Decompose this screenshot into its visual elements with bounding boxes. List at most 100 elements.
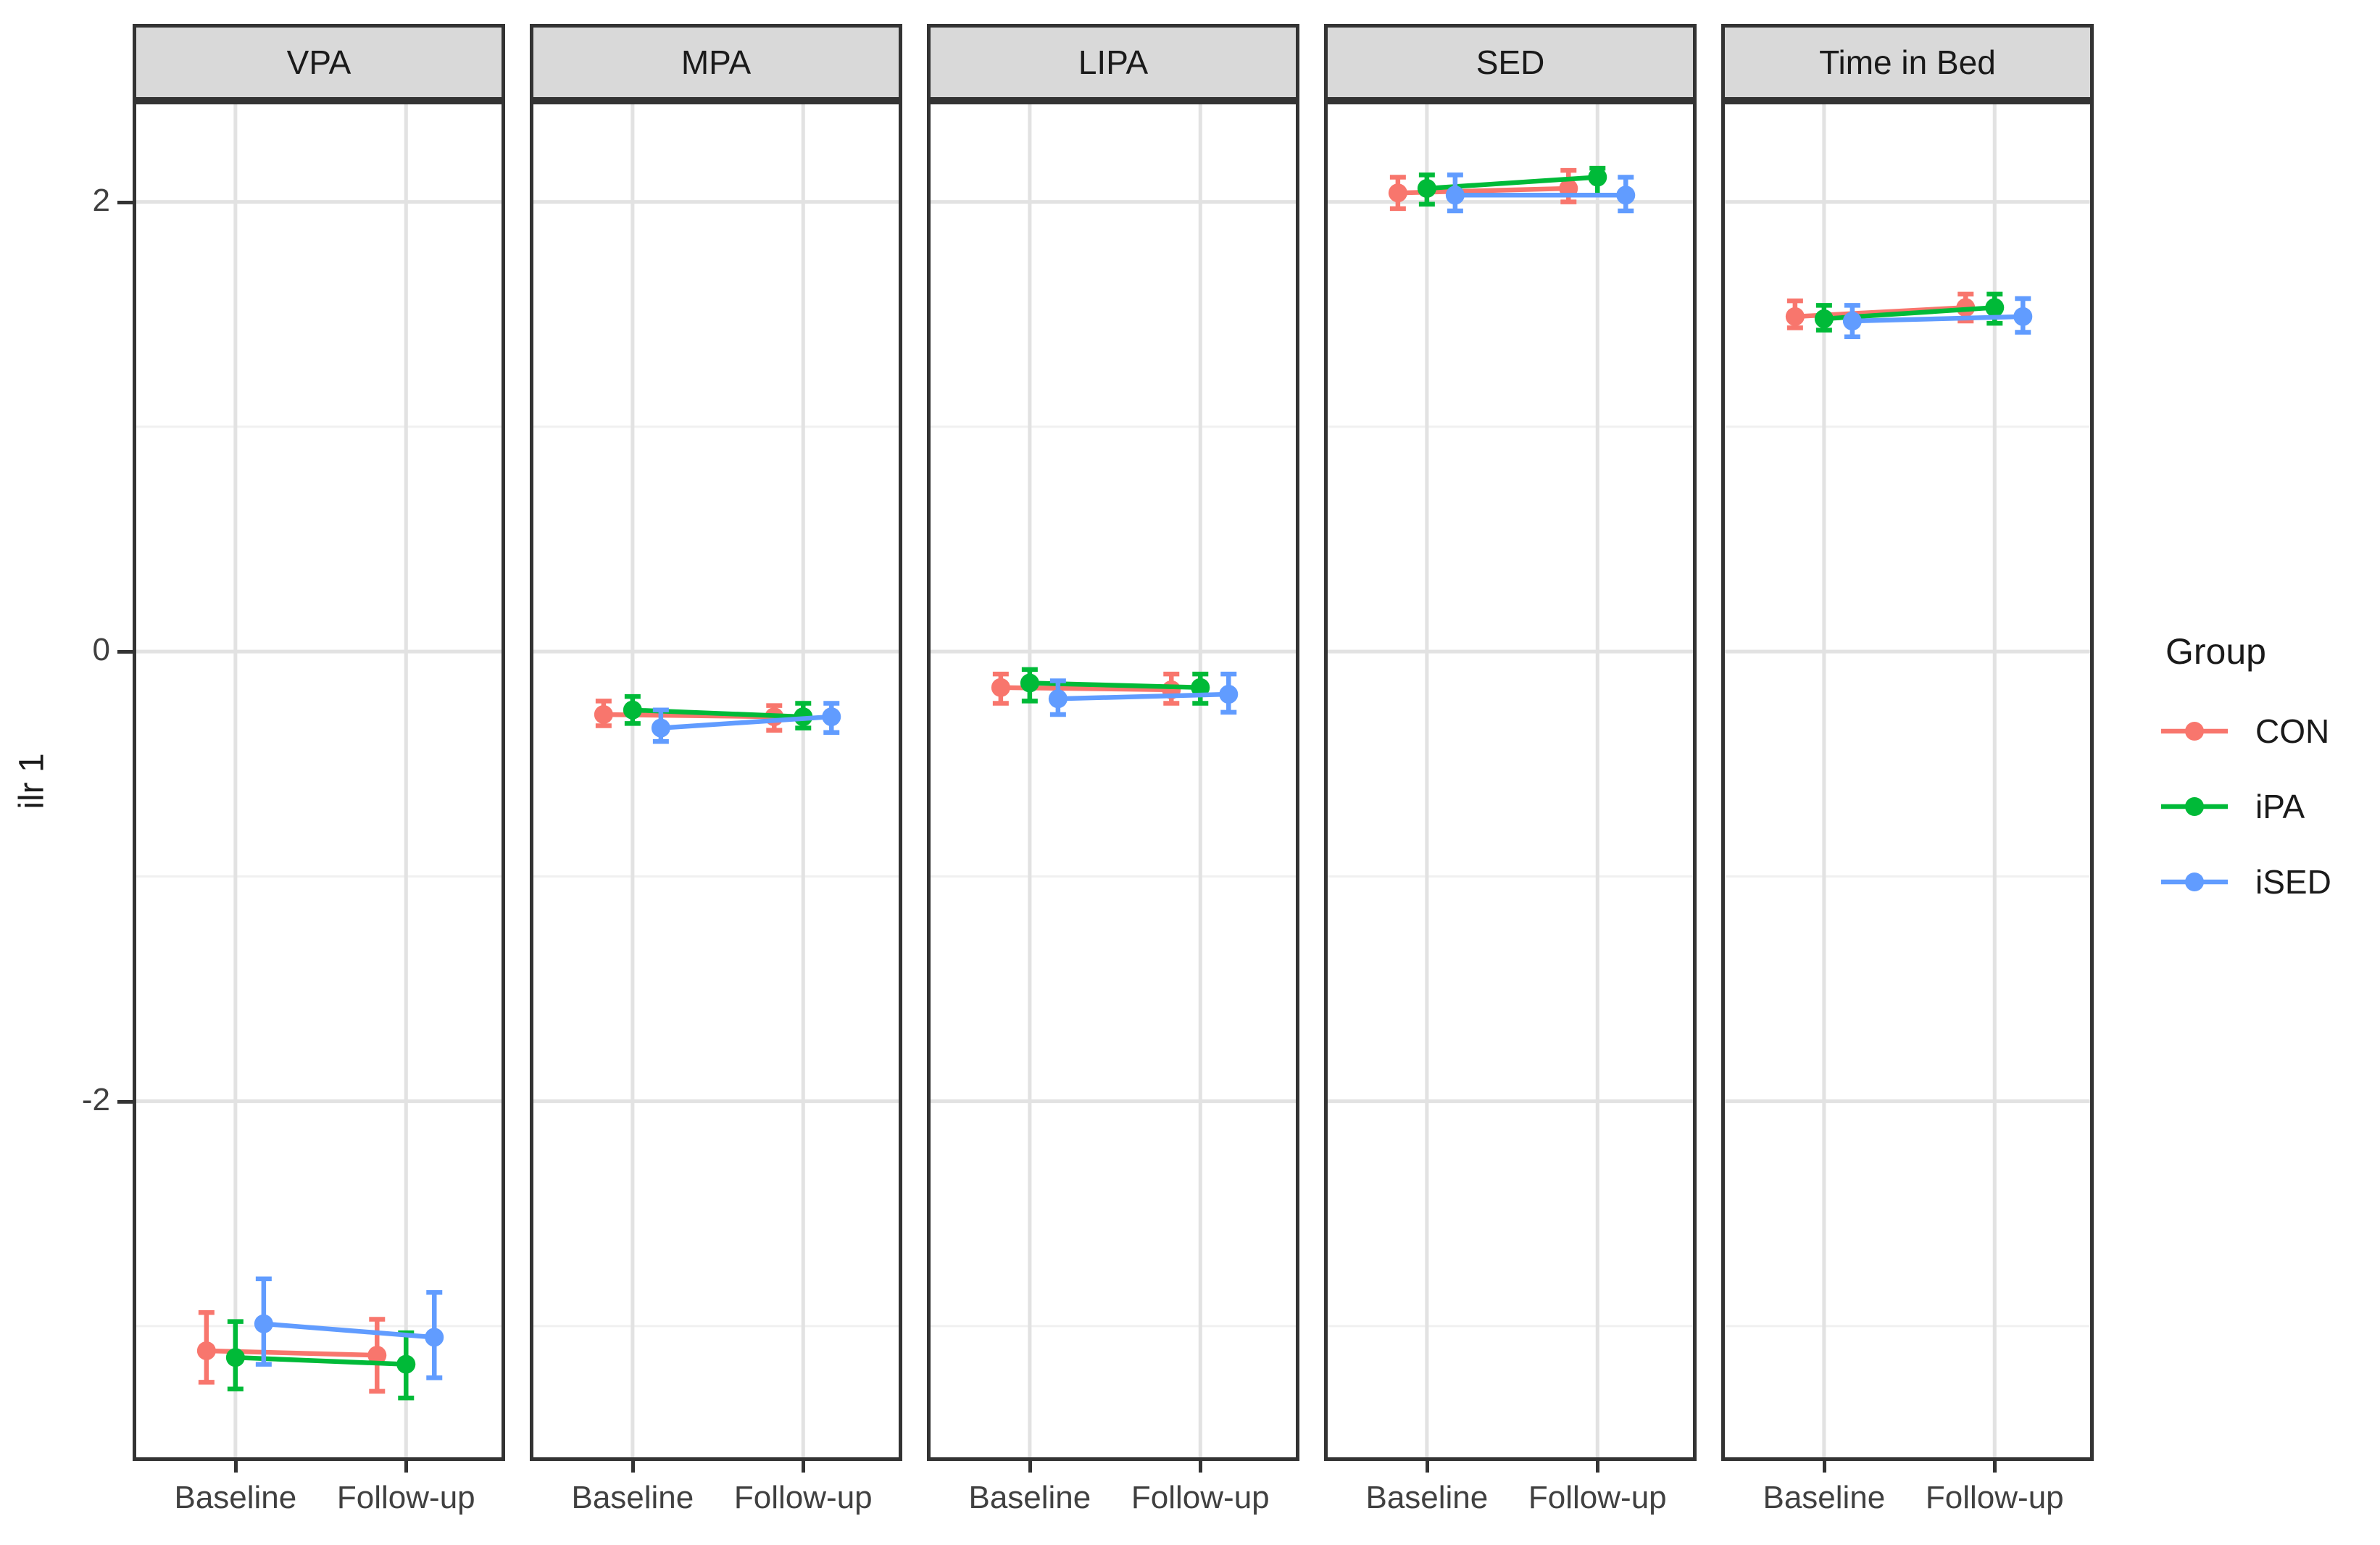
x-tick-label: Baseline — [1365, 1480, 1489, 1515]
data-point — [396, 1354, 416, 1374]
panel-background — [530, 101, 902, 1461]
facet-strip-sed: SED — [1324, 24, 1697, 101]
trend-line — [660, 714, 832, 730]
series-ised — [254, 1276, 444, 1380]
legend-label: iPA — [2255, 788, 2305, 825]
y-tick-label: 0 — [92, 632, 110, 668]
y-tick-mark — [117, 650, 133, 654]
x-tick-mark — [631, 1461, 635, 1473]
panel-plot-lipa — [927, 101, 1299, 1461]
x-tick-mark — [1425, 1461, 1429, 1473]
x-tick-label: Follow-up — [1528, 1480, 1667, 1515]
panel-plot-time-in-bed — [1721, 101, 2094, 1461]
y-tick-label: -2 — [81, 1081, 110, 1117]
panel-border — [927, 101, 1299, 1461]
data-point — [623, 700, 642, 720]
data-point — [1985, 298, 2005, 317]
facet-strip-mpa: MPA — [530, 24, 902, 101]
data-point — [254, 1314, 273, 1333]
x-tick-mark — [1993, 1461, 1997, 1473]
legend-key-con — [2161, 722, 2228, 741]
y-tick-mark — [117, 200, 133, 204]
legend-key-point — [2185, 873, 2204, 891]
x-tick-mark — [1822, 1461, 1826, 1473]
legend-label: CON — [2255, 712, 2330, 750]
panel-border — [530, 101, 902, 1461]
facet-strip-label: MPA — [681, 43, 752, 81]
legend-key-ipa — [2161, 797, 2228, 816]
facet-strip-vpa: VPA — [133, 24, 505, 101]
legend-key-ised — [2161, 873, 2228, 891]
legend-entry-con: CON — [2160, 712, 2331, 750]
x-tick-label: Follow-up — [1131, 1480, 1270, 1515]
data-point — [991, 678, 1010, 697]
data-point — [651, 718, 670, 738]
legend-key-point — [2185, 722, 2204, 741]
data-point — [367, 1346, 387, 1365]
panel-background — [133, 101, 505, 1461]
y-axis-title: ilr 1 — [12, 753, 51, 809]
x-tick-mark — [1596, 1461, 1600, 1473]
data-point — [1219, 685, 1239, 704]
data-point — [1020, 673, 1039, 693]
facet-strip-lipa: LIPA — [927, 24, 1299, 101]
panel-border — [1721, 101, 2094, 1461]
trend-line — [1852, 314, 2023, 324]
series-ised — [651, 701, 841, 744]
legend-label: iSED — [2255, 863, 2331, 901]
data-point — [1191, 678, 1210, 697]
data-point — [225, 1348, 245, 1367]
data-point — [1388, 183, 1407, 203]
panel-border — [1324, 101, 1697, 1461]
x-tick-mark — [233, 1461, 238, 1473]
panel-background — [1324, 101, 1697, 1461]
x-tick-label: Follow-up — [336, 1480, 475, 1515]
facet-strip-label: VPA — [286, 43, 351, 81]
legend: Group CON iPA iSED — [2160, 630, 2331, 901]
data-point — [594, 704, 613, 724]
trend-line — [1057, 691, 1229, 701]
x-tick-label: Baseline — [571, 1480, 694, 1515]
series-ised — [1048, 671, 1239, 717]
data-point — [1417, 178, 1436, 198]
x-tick-label: Follow-up — [733, 1480, 873, 1515]
legend-key-point — [2185, 797, 2204, 816]
facet-strip-time-in-bed: Time in Bed — [1721, 24, 2094, 101]
data-point — [822, 707, 841, 727]
panel-background — [927, 101, 1299, 1461]
x-tick-label: Baseline — [1763, 1480, 1886, 1515]
panel-plot-sed — [1324, 101, 1697, 1461]
x-tick-mark — [1028, 1461, 1032, 1473]
data-point — [1588, 167, 1607, 187]
x-tick-mark — [404, 1461, 409, 1473]
x-tick-label: Baseline — [968, 1480, 1091, 1515]
series-ised — [1445, 172, 1636, 214]
data-point — [1048, 689, 1068, 709]
trend-line — [263, 1321, 435, 1340]
data-point — [1445, 186, 1465, 205]
y-tick-mark — [117, 1099, 133, 1104]
panel-background — [1721, 101, 2094, 1461]
data-point — [2013, 307, 2033, 326]
data-point — [425, 1328, 444, 1347]
data-point — [1785, 307, 1805, 326]
panel-plot-mpa — [530, 101, 902, 1461]
legend-title: Group — [2165, 631, 2266, 672]
data-point — [1814, 309, 1834, 328]
panel-plot-vpa — [133, 101, 505, 1461]
panel-border — [133, 101, 505, 1461]
x-tick-mark — [802, 1461, 806, 1473]
legend-entry-ipa: iPA — [2160, 788, 2331, 825]
facet-strip-label: LIPA — [1078, 43, 1149, 81]
data-point — [196, 1341, 216, 1360]
facet-strip-label: Time in Bed — [1819, 43, 1996, 81]
x-tick-mark — [1199, 1461, 1203, 1473]
facet-strip-label: SED — [1476, 43, 1545, 81]
data-point — [1616, 186, 1636, 205]
series-ised — [1842, 296, 2033, 340]
data-point — [1842, 312, 1862, 331]
legend-entry-ised: iSED — [2160, 863, 2331, 901]
x-tick-label: Baseline — [174, 1480, 297, 1515]
y-tick-label: 2 — [92, 182, 110, 218]
